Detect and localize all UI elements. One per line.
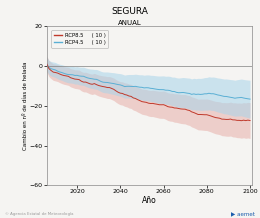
Text: © Agencia Estatal de Meteorología: © Agencia Estatal de Meteorología	[5, 212, 74, 216]
Text: SEGURA: SEGURA	[112, 7, 148, 15]
Y-axis label: Cambio en nº de días de helada: Cambio en nº de días de helada	[23, 61, 28, 150]
X-axis label: Año: Año	[142, 196, 157, 205]
Text: ANUAL: ANUAL	[118, 20, 142, 26]
Text: ▶ aemet: ▶ aemet	[231, 211, 255, 216]
Legend: RCP8.5     ( 10 ), RCP4.5     ( 10 ): RCP8.5 ( 10 ), RCP4.5 ( 10 )	[51, 30, 108, 48]
